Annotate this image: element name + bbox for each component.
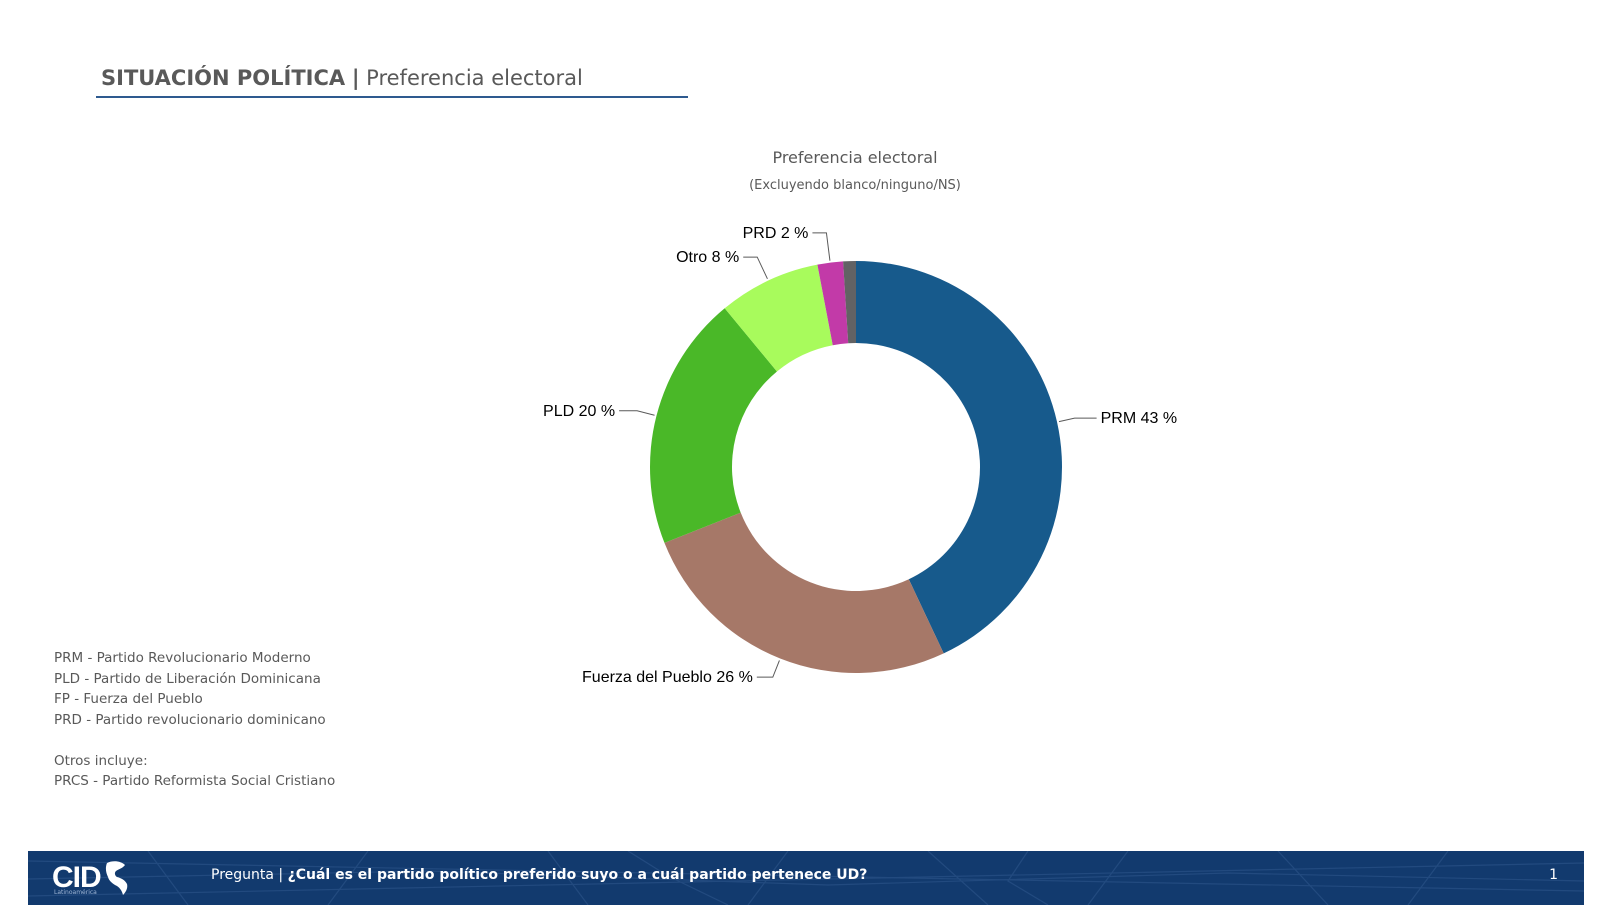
donut-slice-fuerza-del-pueblo: [664, 512, 944, 673]
donut-slice-unlabeled: [843, 261, 856, 344]
footer-bar: CID Latinoamérica Pregunta | ¿Cuál es el…: [28, 851, 1584, 905]
data-label: PRD 2 %: [743, 225, 809, 242]
street-map-pattern: [28, 851, 1584, 905]
page-title: SITUACIÓN POLÍTICA | Preferencia elector…: [101, 66, 583, 90]
leader-line: [812, 232, 831, 261]
leader-line: [756, 660, 780, 678]
question-label: Pregunta: [211, 867, 274, 883]
donut-slice-prd: [817, 261, 849, 346]
section-title: SITUACIÓN POLÍTICA: [101, 66, 346, 90]
leader-line: [1058, 417, 1097, 423]
donut-slice-pld: [650, 308, 777, 543]
leader-line: [743, 256, 768, 280]
page-number: 1: [1549, 867, 1558, 883]
donut-slice-prm: [856, 261, 1062, 654]
donut-slice-otro: [724, 264, 833, 372]
section-subtitle: Preferencia electoral: [366, 66, 583, 90]
data-label: PLD 20 %: [543, 403, 615, 420]
abbreviation-notes: PRM - Partido Revolucionario Moderno PLD…: [54, 648, 335, 792]
others-heading: Otros incluye:: [54, 752, 148, 769]
logo-subtext: Latinoamérica: [54, 889, 97, 896]
note-line: PLD - Partido de Liberación Dominicana: [54, 670, 321, 687]
title-underline: [96, 96, 688, 98]
cid-logo: CID Latinoamérica: [52, 857, 135, 899]
note-line: FP - Fuerza del Pueblo: [54, 691, 203, 707]
question-text: ¿Cuál es el partido político preferido s…: [287, 867, 868, 883]
note-line: PRCS - Partido Reformista Social Cristia…: [54, 773, 336, 789]
chart-subtitle: (Excluyendo blanco/ninguno/NS): [749, 178, 961, 193]
note-line: PRD - Partido revolucionario dominicano: [54, 711, 326, 728]
chart-title: Preferencia electoral: [772, 148, 938, 167]
data-label: PRM 43 %: [1101, 410, 1177, 427]
data-label: Otro 8 %: [676, 249, 739, 266]
question-separator: |: [278, 867, 284, 883]
note-spacer: [54, 730, 335, 751]
logo-text: CID: [52, 861, 102, 894]
note-line: PRM - Partido Revolucionario Moderno: [54, 650, 311, 666]
data-label: Fuerza del Pueblo 26 %: [582, 669, 753, 686]
survey-question: Pregunta | ¿Cuál es el partido político …: [211, 867, 867, 883]
leader-line: [619, 410, 655, 416]
americas-globe-icon: [105, 861, 127, 895]
title-separator: |: [351, 66, 360, 90]
